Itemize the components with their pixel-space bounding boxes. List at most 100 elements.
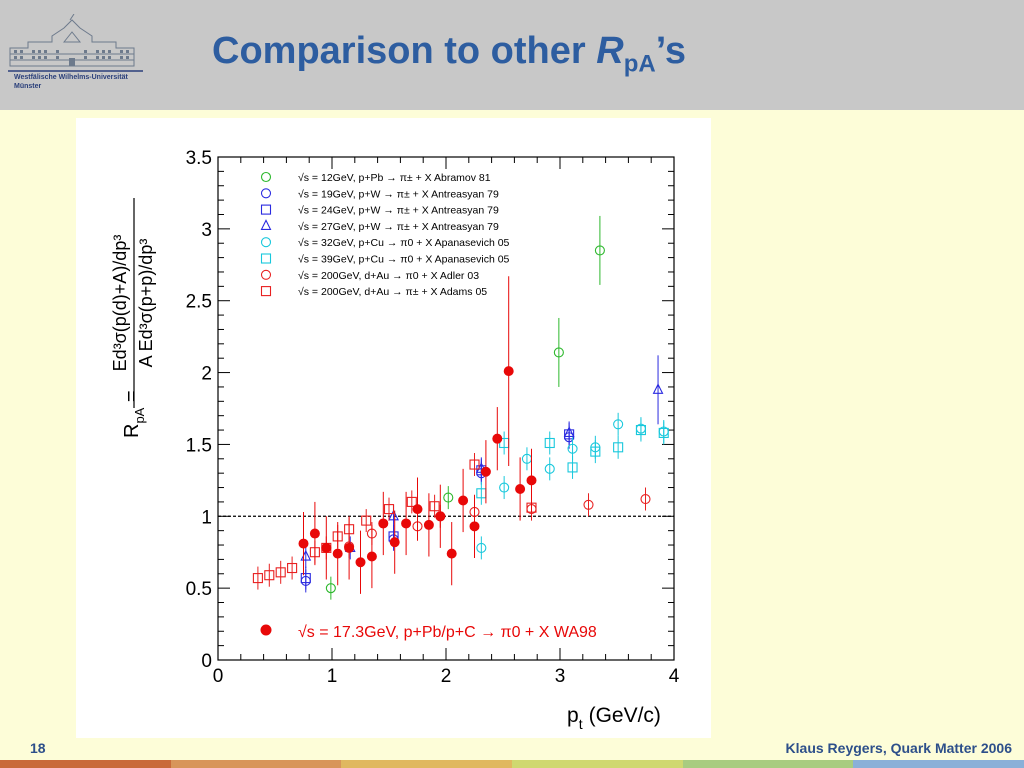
data-point [260, 171, 272, 183]
y-tick-label: 2 [201, 364, 212, 385]
data-point [260, 624, 272, 636]
footer-author: Klaus Reygers, Quark Matter 2006 [785, 740, 1012, 756]
footer-color-bar [0, 760, 1024, 768]
data-point [526, 475, 537, 486]
series-group [298, 276, 537, 594]
data-point [388, 509, 399, 521]
series-group [344, 487, 651, 558]
data-point [499, 482, 510, 493]
footer-bar-segment [512, 760, 683, 768]
page-number: 18 [30, 740, 46, 756]
series-group [300, 355, 664, 569]
series-group [300, 422, 575, 590]
data-point [613, 442, 624, 453]
slide-header: Westfälische Wilhelms-Universität Münste… [0, 0, 1024, 110]
data-point [260, 188, 272, 199]
axis-ticks: 0 1 2 3 4 0 0.5 1 1.5 2 2.5 3 3.5 [186, 148, 680, 687]
svg-text:RpA =: RpA = [121, 390, 147, 438]
data-point [325, 583, 336, 594]
y-tick-label: 2.5 [186, 292, 212, 313]
legend-entry: √s = 24GeV, p+W → π± + X Antreasyan 79 [298, 205, 499, 217]
rpa-comparison-chart: 0 1 2 3 4 0 0.5 1 1.5 2 2.5 3 3.5 √s = 12GeV, p+Pb →… [110, 148, 680, 732]
data-point [378, 518, 389, 529]
data-point [469, 521, 480, 532]
data-point [492, 433, 503, 444]
data-point [640, 493, 651, 505]
data-point [260, 269, 272, 280]
footer-bar-segment [170, 760, 342, 768]
data-point [658, 427, 669, 438]
data-point [423, 519, 434, 530]
data-point [361, 515, 372, 526]
footer-bar-segment [853, 760, 1024, 768]
legend-entry: √s = 200GeV, d+Au → π0 + X Adler 03 [298, 270, 479, 282]
y-tick-label: 0 [201, 651, 212, 672]
legend-entry: √s = 17.3GeV, p+Pb/p+C → π0 + X WA98 [298, 624, 597, 641]
data-point [389, 537, 400, 548]
legend-entry: √s = 32GeV, p+Cu → π0 + X Apanasevich 05 [298, 237, 510, 249]
legend-entry: √s = 200GeV, d+Au → π± + X Adams 05 [298, 286, 487, 298]
data-point [429, 501, 440, 512]
data-point [435, 511, 446, 522]
data-point [446, 548, 457, 559]
y-tick-label: 3 [201, 220, 212, 241]
data-point [553, 347, 564, 358]
svg-text:A Ed³σ(p+p)/dp³: A Ed³σ(p+p)/dp³ [136, 239, 156, 368]
footer-bar-segment [0, 760, 171, 768]
data-point [355, 557, 366, 568]
data-point [544, 463, 555, 474]
data-point [652, 383, 664, 394]
data-series [252, 215, 669, 600]
data-point [298, 538, 309, 549]
data-point [613, 419, 624, 430]
data-point [260, 286, 272, 297]
data-point [260, 237, 272, 248]
footer-bar-segment [341, 760, 513, 768]
data-point [401, 518, 412, 529]
x-tick-label: 4 [669, 666, 680, 687]
data-point [275, 567, 286, 578]
data-point [287, 562, 298, 574]
svg-text:Ed³σ(p(d)+A)/dp³: Ed³σ(p(d)+A)/dp³ [110, 235, 130, 372]
university-city: Münster [14, 83, 42, 90]
data-point [567, 462, 578, 473]
data-point [332, 548, 343, 559]
plot-background [76, 118, 711, 738]
x-tick-label: 1 [327, 666, 338, 687]
x-tick-label: 2 [441, 666, 452, 687]
y-tick-label: 1.5 [186, 435, 212, 456]
data-point [503, 366, 514, 377]
university-name: Westfälische Wilhelms-Universität [14, 74, 128, 81]
legend-entry: √s = 12GeV, p+Pb → π± + X Abramov 81 [298, 172, 491, 184]
data-point [590, 446, 601, 457]
y-axis-label: RpA = Ed³σ(p(d)+A)/dp³ A Ed³σ(p+p)/dp³ [110, 198, 156, 438]
data-point [412, 504, 423, 515]
title-suffix: ’s [655, 30, 686, 72]
data-point [544, 437, 555, 449]
data-point [635, 425, 646, 436]
legend-entry: √s = 27GeV, p+W → π± + X Antreasyan 79 [298, 221, 499, 233]
series-group [325, 215, 605, 600]
data-point [563, 426, 575, 437]
data-point [260, 253, 272, 264]
data-point [583, 499, 594, 510]
data-point [458, 495, 469, 506]
series-group [476, 418, 669, 505]
slide-title: Comparison to other RpA’s [212, 30, 686, 79]
data-point [321, 542, 332, 553]
title-prefix: Comparison to other [212, 30, 597, 72]
data-point [383, 504, 395, 515]
footer-bar-segment [682, 760, 854, 768]
data-point [366, 551, 377, 562]
data-point [344, 542, 355, 553]
data-point [309, 528, 320, 539]
title-subscript: pA [623, 50, 656, 78]
y-tick-label: 0.5 [186, 579, 212, 600]
data-point [567, 443, 578, 454]
legend-entry: √s = 39GeV, p+Cu → π0 + X Apanasevich 05 [298, 254, 510, 266]
data-point [260, 204, 272, 215]
data-point [260, 219, 272, 230]
x-axis-label: pt (GeV/c) [567, 704, 661, 732]
data-point [469, 459, 480, 470]
data-point [406, 496, 417, 507]
